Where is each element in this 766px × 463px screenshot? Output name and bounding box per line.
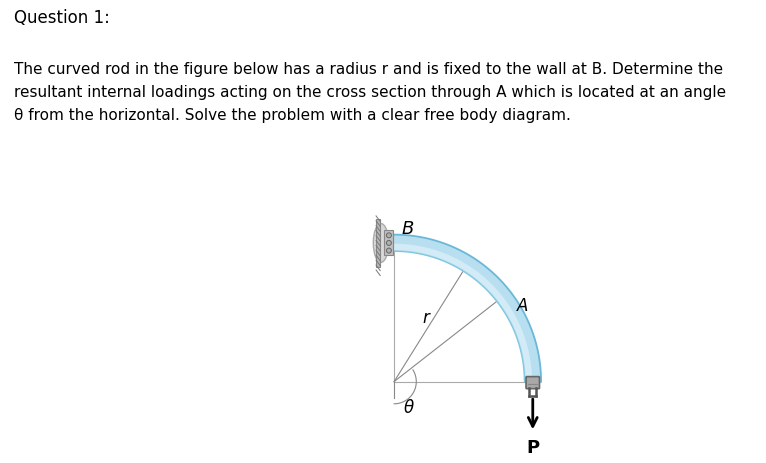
Text: θ: θ [404, 398, 414, 416]
FancyBboxPatch shape [526, 377, 539, 389]
Bar [385, 231, 394, 256]
Text: B: B [401, 220, 414, 238]
Circle shape [386, 249, 391, 254]
Text: r: r [423, 309, 430, 327]
Text: A: A [517, 297, 529, 315]
Ellipse shape [373, 224, 388, 263]
Circle shape [386, 241, 391, 246]
Polygon shape [394, 235, 541, 382]
Text: Question 1:: Question 1: [14, 9, 110, 27]
Text: The curved rod in the figure below has a radius r and is fixed to the wall at B.: The curved rod in the figure below has a… [14, 62, 726, 123]
Text: P: P [526, 438, 539, 456]
Bar [376, 219, 380, 268]
Circle shape [386, 233, 391, 238]
Polygon shape [394, 244, 532, 382]
